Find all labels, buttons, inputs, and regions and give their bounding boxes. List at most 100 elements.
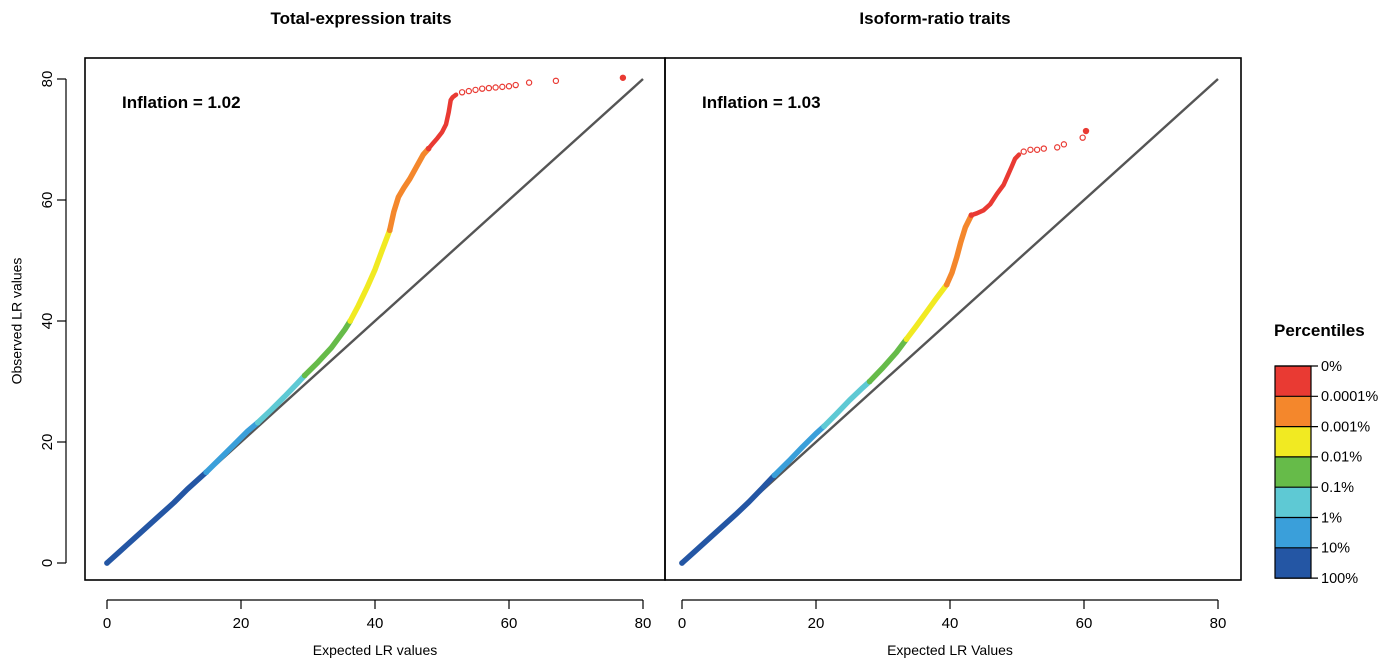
x-tick-label: 60 xyxy=(501,615,518,632)
panel-1: Total-expression traits 0 20 40 60 80 Expected… xyxy=(9,9,666,658)
series-band xyxy=(968,127,1090,218)
data-point xyxy=(505,83,513,90)
x-tick-label: 60 xyxy=(1076,615,1093,632)
percentile-legend: Percentiles 0% 0.0001% 0.001% 0.01% 0.1% 1% 10… xyxy=(1274,321,1378,587)
panels-group: Total-expression traits 0 20 40 60 80 Expected… xyxy=(9,9,1242,658)
inflation-annotation: Inflation = 1.03 xyxy=(702,93,821,112)
series-curve xyxy=(903,281,950,342)
data-point xyxy=(458,89,466,96)
y-tick-label: 80 xyxy=(39,71,56,88)
panel-title: Total-expression traits xyxy=(270,9,451,28)
data-point xyxy=(771,472,778,479)
series-curve xyxy=(386,145,432,233)
x-tick-label: 40 xyxy=(942,615,959,632)
data-point xyxy=(552,77,560,85)
series-curve xyxy=(104,469,209,566)
data-point xyxy=(943,281,950,288)
legend-label: 0.0001% xyxy=(1321,389,1378,405)
legend-swatch xyxy=(1275,456,1311,488)
x-axis-label: Expected LR values xyxy=(313,642,438,658)
data-point xyxy=(479,85,486,92)
data-point xyxy=(620,74,626,81)
series-band xyxy=(943,212,975,288)
panel-title: Isoform-ratio traits xyxy=(859,9,1010,28)
legend-label: 1% xyxy=(1321,510,1342,526)
legend-label: 100% xyxy=(1321,571,1358,587)
series-curve xyxy=(301,318,353,379)
series-curve xyxy=(347,227,393,324)
data-point xyxy=(866,378,873,385)
data-point xyxy=(386,227,393,234)
series-curve xyxy=(866,336,910,385)
data-point xyxy=(485,84,493,92)
legend-label: 0.01% xyxy=(1321,450,1362,466)
y-tick-label: 0 xyxy=(39,559,56,567)
data-point xyxy=(1033,146,1041,153)
data-point xyxy=(347,318,354,324)
series-band xyxy=(679,472,778,566)
legend-swatch xyxy=(1275,366,1311,397)
series-band xyxy=(903,281,950,342)
data-point xyxy=(525,79,533,86)
plot-frame xyxy=(664,57,1242,581)
x-axis-label: Expected LR Values xyxy=(887,642,1013,658)
x-tick-label: 20 xyxy=(808,615,825,632)
x-tick-label: 80 xyxy=(635,615,652,632)
legend-swatch xyxy=(1275,396,1311,427)
data-point xyxy=(203,469,209,476)
series-band xyxy=(386,145,432,234)
data-point xyxy=(821,423,827,430)
data-point xyxy=(492,84,499,91)
legend-label: 0% xyxy=(1321,359,1342,375)
data-point xyxy=(903,336,910,342)
data-point xyxy=(1040,145,1048,152)
series-band xyxy=(347,227,393,324)
series-band xyxy=(771,423,827,479)
series-band xyxy=(104,469,209,566)
series-curve xyxy=(969,152,1022,218)
data-point xyxy=(499,83,506,91)
y-tick-label: 20 xyxy=(39,434,56,451)
data-point xyxy=(679,560,685,566)
x-tick-label: 20 xyxy=(233,615,250,632)
series-band xyxy=(254,372,308,426)
data-point xyxy=(512,81,519,89)
legend-title: Percentiles xyxy=(1274,321,1365,340)
series-curve xyxy=(255,372,308,426)
data-point xyxy=(301,372,308,379)
x-tick-label: 80 xyxy=(1210,615,1227,632)
legend-swatch xyxy=(1275,487,1311,518)
y-tick-label: 60 xyxy=(39,192,56,209)
x-tick-label: 40 xyxy=(367,615,384,632)
legend-swatch xyxy=(1275,517,1311,548)
data-point xyxy=(1053,144,1061,151)
data-point xyxy=(254,419,261,426)
series-curve xyxy=(771,423,827,479)
legend-label: 0.1% xyxy=(1321,480,1354,496)
data-point xyxy=(1060,141,1068,148)
series-curve xyxy=(426,92,459,151)
x-tick-label: 0 xyxy=(678,615,686,632)
data-point xyxy=(104,560,110,566)
series-curve xyxy=(203,419,261,475)
data-point xyxy=(1020,148,1027,155)
series-band xyxy=(425,74,627,152)
data-point xyxy=(425,145,432,152)
x-tick-label: 0 xyxy=(103,615,111,632)
y-axis-label: Observed LR values xyxy=(9,258,25,385)
data-point xyxy=(1083,128,1089,134)
legend-swatch xyxy=(1275,547,1311,579)
series-band xyxy=(821,378,873,430)
data-point xyxy=(968,212,975,218)
y-tick-label: 40 xyxy=(39,313,56,330)
series-curve xyxy=(679,472,778,566)
data-point xyxy=(1027,146,1034,153)
data-point xyxy=(1079,134,1086,141)
data-point xyxy=(465,87,472,95)
series-curve xyxy=(821,378,873,430)
legend-label: 0.001% xyxy=(1321,419,1370,435)
series-band xyxy=(203,419,261,476)
legend-label: 10% xyxy=(1321,541,1350,557)
panel-2: Isoform-ratio traits 0 20 40 60 80 Expected LR… xyxy=(664,9,1242,658)
